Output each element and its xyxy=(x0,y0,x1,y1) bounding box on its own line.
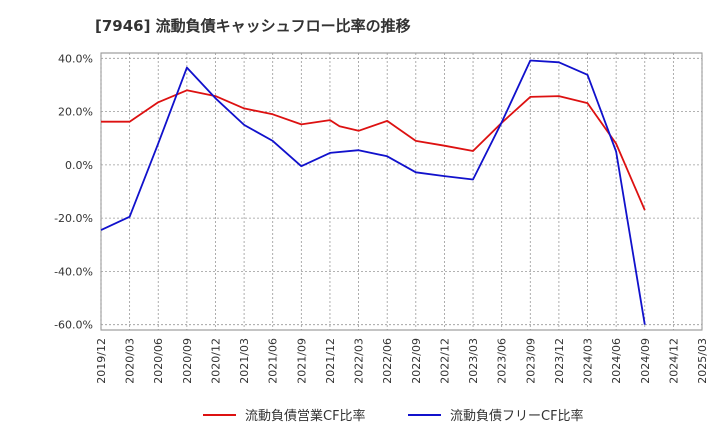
legend-label-1: 流動負債営業CF比率 xyxy=(245,408,366,424)
y-tick-label: 20.0% xyxy=(58,106,93,119)
x-tick-label: 2024/09 xyxy=(639,338,652,384)
series-line-2 xyxy=(100,59,646,325)
series-line-1 xyxy=(101,89,646,211)
x-tick-label: 2024/06 xyxy=(610,338,623,384)
x-tick-label: 2023/06 xyxy=(496,338,509,384)
series-group xyxy=(100,59,646,325)
y-tick-label: -60.0% xyxy=(54,319,93,332)
chart-title: [7946] 流動負債キャッシュフロー比率の推移 xyxy=(95,17,411,35)
x-tick-label: 2021/06 xyxy=(267,338,280,384)
x-axis: 2019/12 2020/03 2020/06 2020/09 2020/12 2021/… xyxy=(95,338,709,384)
x-tick-label: 2024/12 xyxy=(667,338,680,384)
x-tick-label: 2019/12 xyxy=(95,338,108,384)
legend: 流動負債営業CF比率 流動負債フリーCF比率 xyxy=(203,408,584,424)
x-tick-label: 2024/03 xyxy=(582,338,595,384)
y-tick-label: 0.0% xyxy=(65,159,93,172)
x-tick-label: 2023/12 xyxy=(553,338,566,384)
grid xyxy=(100,53,703,330)
y-tick-label: 40.0% xyxy=(58,52,93,65)
x-tick-label: 2023/09 xyxy=(524,338,537,384)
x-tick-label: 2021/12 xyxy=(324,338,337,384)
y-tick-label: -40.0% xyxy=(54,265,93,278)
x-tick-label: 2020/09 xyxy=(181,338,194,384)
x-tick-label: 2020/12 xyxy=(209,338,222,384)
plot-background xyxy=(100,52,703,331)
x-tick-label: 2021/03 xyxy=(238,338,251,384)
plot-area xyxy=(100,52,703,331)
x-tick-label: 2025/03 xyxy=(696,338,709,384)
x-tick-label: 2022/12 xyxy=(438,338,451,384)
y-tick-label: -20.0% xyxy=(54,212,93,225)
x-tick-label: 2021/09 xyxy=(295,338,308,384)
legend-label-2: 流動負債フリーCF比率 xyxy=(450,408,584,424)
x-tick-label: 2022/06 xyxy=(381,338,394,384)
x-tick-label: 2020/06 xyxy=(152,338,165,384)
y-axis: -60.0% -40.0% -20.0% 0.0% 20.0% 40.0% xyxy=(54,52,93,331)
x-tick-label: 2022/03 xyxy=(353,338,366,384)
x-tick-label: 2020/03 xyxy=(124,338,137,384)
x-tick-label: 2022/09 xyxy=(410,338,423,384)
x-tick-label: 2023/03 xyxy=(467,338,480,384)
